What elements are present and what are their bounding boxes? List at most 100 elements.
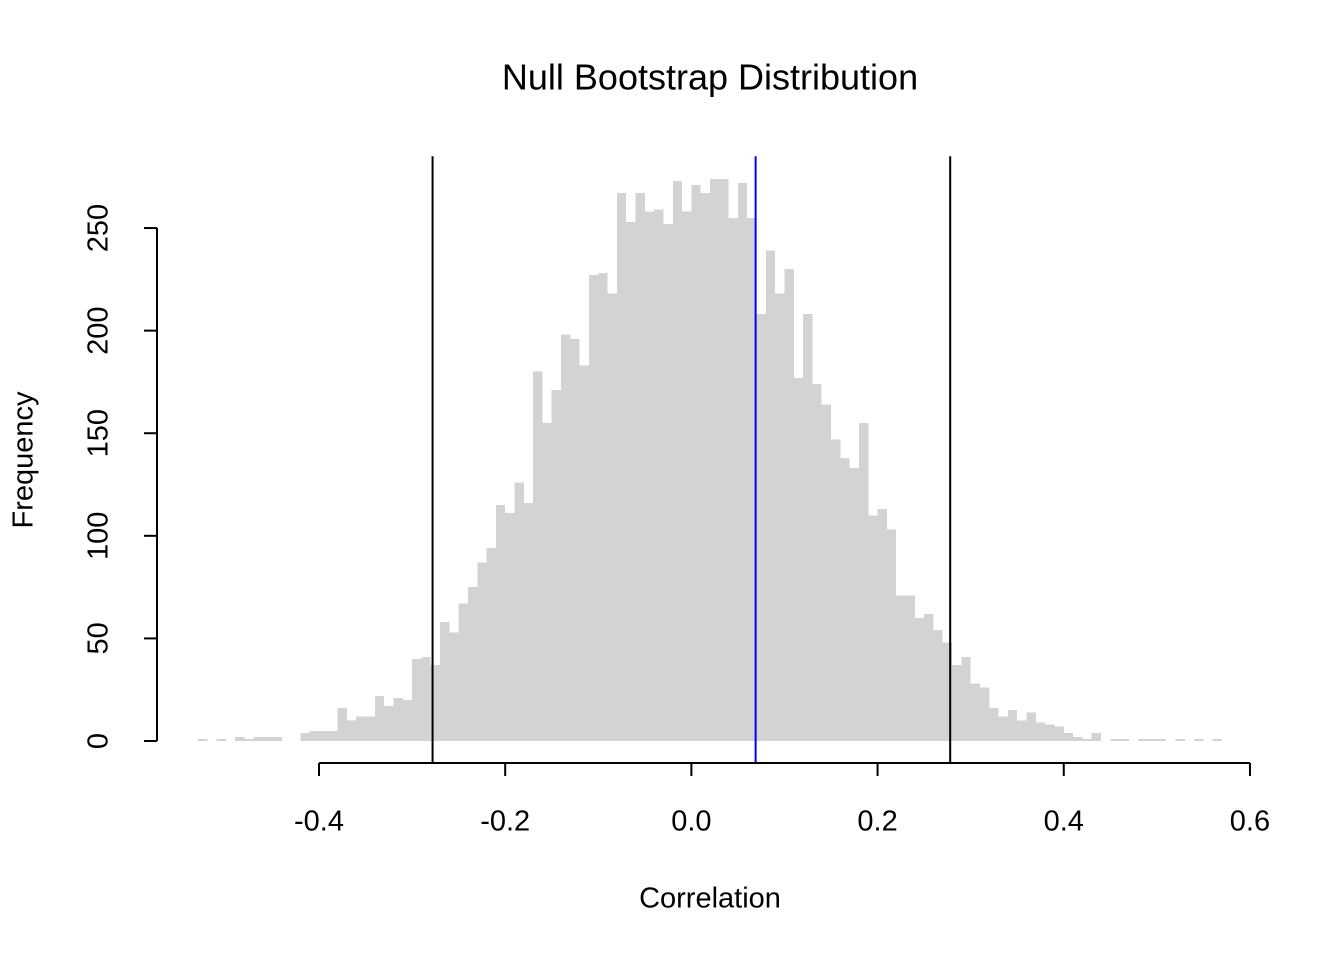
bar (989, 708, 999, 742)
bar (430, 665, 441, 742)
x-tick-label: 0.4 (1044, 806, 1084, 838)
bar (1017, 720, 1027, 742)
bar (942, 642, 953, 742)
bar (402, 699, 413, 742)
x-tick-label: -0.4 (294, 806, 344, 838)
bar (570, 338, 580, 742)
bar (896, 595, 906, 742)
bar (616, 193, 627, 742)
bar (682, 211, 692, 742)
bar (253, 736, 264, 742)
bar (561, 334, 571, 742)
bar (216, 738, 226, 742)
bar (533, 371, 543, 742)
bar (1194, 738, 1204, 742)
bar (523, 502, 534, 742)
bar (1073, 736, 1083, 742)
bar (514, 482, 524, 742)
bar (1138, 738, 1148, 742)
x-axis-label: Correlation (639, 883, 781, 915)
y-axis-label: Frequency (8, 391, 40, 529)
bar (365, 716, 375, 742)
bar (775, 293, 785, 742)
bar (1063, 732, 1074, 742)
x-tick-label: 0.6 (1230, 806, 1270, 838)
bar (784, 269, 794, 742)
bar (914, 617, 925, 742)
bar (728, 217, 738, 742)
bar (1212, 738, 1223, 742)
bar (495, 505, 506, 742)
bar (886, 529, 897, 742)
bar (1054, 726, 1064, 742)
bar (1119, 738, 1129, 742)
bar (440, 622, 450, 742)
bar (663, 223, 673, 742)
bar (737, 182, 748, 742)
y-tick-label: 100 (83, 512, 115, 560)
bar (309, 730, 319, 742)
bar (961, 656, 971, 742)
bar (719, 178, 729, 742)
bar (486, 548, 496, 742)
bar (300, 732, 310, 742)
bar (877, 509, 887, 742)
bar (793, 377, 804, 742)
bar (542, 422, 552, 742)
bar (1026, 712, 1036, 742)
bar (337, 708, 347, 742)
bar (607, 293, 617, 742)
bar (1091, 732, 1102, 742)
bar (1045, 724, 1055, 742)
bar (318, 730, 329, 742)
bar (924, 613, 934, 742)
bar (747, 217, 757, 742)
bar (197, 738, 208, 742)
x-tick-label: 0.0 (671, 806, 711, 838)
bar (812, 383, 822, 742)
bar (970, 683, 980, 742)
bar (346, 720, 357, 742)
bar (467, 587, 478, 742)
bar (979, 687, 990, 742)
bar (598, 273, 608, 742)
bar (821, 404, 832, 742)
bar (1007, 710, 1018, 742)
bar (905, 595, 915, 742)
bar (849, 468, 859, 742)
bar (458, 603, 468, 742)
bar (803, 314, 813, 742)
bar (384, 706, 394, 742)
bar (393, 697, 403, 742)
bar (328, 730, 338, 742)
y-tick-label: 50 (83, 622, 115, 654)
x-tick-label: -0.2 (480, 806, 530, 838)
bar (691, 184, 701, 742)
bar (1156, 738, 1167, 742)
bar (1035, 722, 1046, 742)
bar (1110, 738, 1120, 742)
bar (868, 515, 878, 742)
bar (235, 736, 245, 742)
bar (672, 180, 683, 742)
bar (933, 630, 943, 742)
bar (626, 221, 636, 742)
bar (374, 695, 385, 742)
bar (551, 390, 562, 742)
bar (412, 658, 422, 742)
bar (644, 211, 655, 742)
bar (756, 314, 766, 742)
bar (998, 716, 1008, 742)
bar (449, 632, 459, 742)
bar (858, 422, 869, 742)
bar (952, 665, 962, 742)
bar (272, 736, 282, 742)
bar (421, 656, 431, 742)
bar (710, 178, 720, 742)
x-tick-label: 0.2 (857, 806, 897, 838)
bar (840, 457, 850, 742)
chart-title: Null Bootstrap Distribution (502, 57, 918, 98)
bar (831, 439, 841, 742)
bar (505, 513, 515, 742)
